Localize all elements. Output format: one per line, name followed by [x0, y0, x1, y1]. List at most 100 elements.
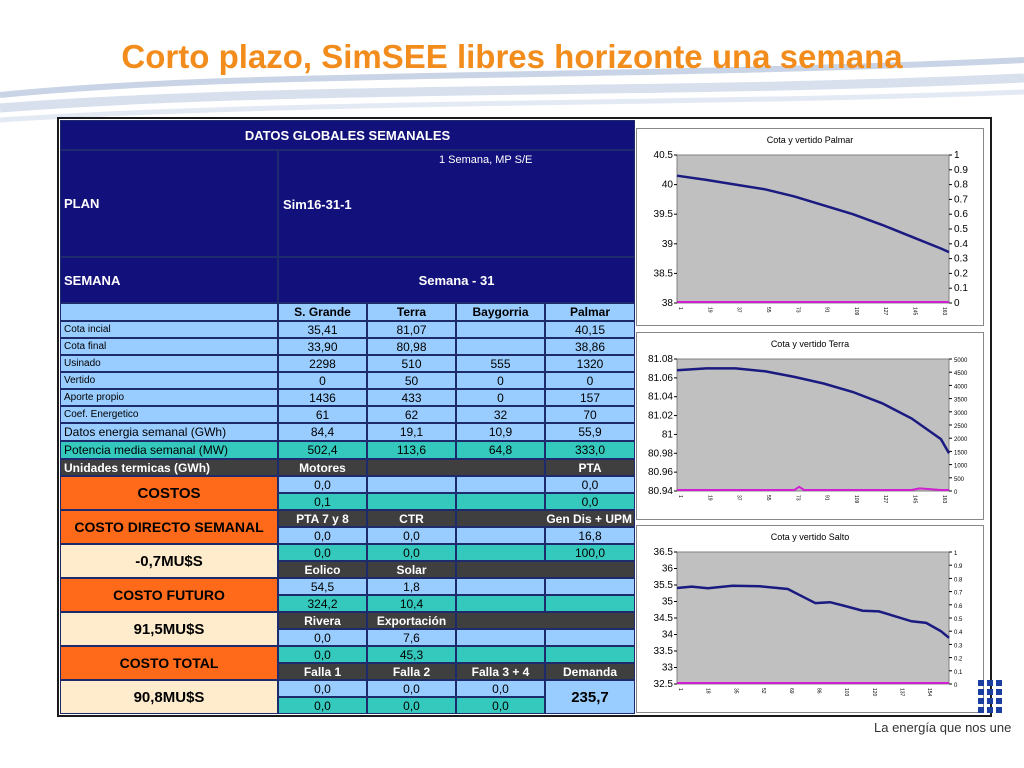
- x-tick-label: 55: [765, 307, 771, 313]
- x-tick-label: 103: [843, 688, 849, 697]
- chart-cota-salto: Cota y vertido Salto 36.5 36 35.5 35 34.5 34 33…: [636, 525, 984, 713]
- table-cell: 35,41: [278, 321, 367, 338]
- empty-cell: [545, 578, 635, 595]
- eolico-value-1: 54,5: [278, 578, 367, 595]
- empty-cell: [456, 612, 635, 629]
- y2-tick-label: 2000: [954, 437, 968, 443]
- empty-cell: [456, 544, 545, 561]
- table-cell: 113,6: [367, 441, 456, 459]
- column-header-blank: [60, 303, 278, 321]
- series-line: [676, 584, 950, 639]
- pta78-value-2: 0,0: [278, 544, 367, 561]
- table-cell: 80,98: [367, 338, 456, 355]
- empty-cell: [545, 629, 635, 646]
- ute-logo-icon: [978, 680, 1002, 714]
- falla34-value-2: 0,0: [456, 697, 545, 714]
- table-cell: 0: [456, 372, 545, 389]
- plan-label: PLAN: [60, 150, 278, 257]
- falla2-value-2: 0,0: [367, 697, 456, 714]
- y-tick-label: 81: [662, 429, 674, 440]
- y2-tick-label: 0.4: [954, 239, 968, 250]
- table-cell: 19,1: [367, 423, 456, 441]
- costo-total-value: 90,8MU$S: [60, 680, 278, 714]
- x-tick-label: 91: [824, 495, 830, 501]
- y2-tick-label: 0.7: [954, 194, 968, 205]
- y-tick-label: 80.98: [648, 448, 673, 459]
- empty-cell: [545, 646, 635, 663]
- y-tick-label: 35: [662, 597, 674, 608]
- empty-cell: [456, 646, 545, 663]
- costo-futuro-label: COSTO FUTURO: [60, 578, 278, 612]
- x-tick-label: 109: [853, 307, 859, 316]
- y2-tick-label: 0.9: [954, 165, 968, 176]
- y2-tick-label: 0: [954, 683, 958, 689]
- y2-tick-label: 0.6: [954, 604, 963, 610]
- row-label: Potencia media semanal (MW): [60, 441, 278, 459]
- background-swoosh: [0, 57, 1024, 123]
- empty-cell: [456, 578, 545, 595]
- y2-tick-label: 0.2: [954, 268, 968, 279]
- y2-tick-label: 0.4: [954, 630, 963, 636]
- table-cell: [456, 338, 545, 355]
- tagline: La energía que nos une: [874, 720, 1012, 735]
- table-cell: 10,9: [456, 423, 545, 441]
- x-tick-label: 19: [706, 307, 712, 313]
- x-tick-label: 163: [941, 307, 947, 316]
- series-line: [677, 485, 949, 491]
- x-tick-label: 127: [882, 307, 888, 316]
- exportacion-label: Exportación: [367, 612, 456, 629]
- gendis-label: Gen Dis + UPM: [456, 510, 635, 527]
- x-tick-label: 35: [732, 688, 738, 694]
- x-tick-label: 73: [794, 495, 800, 501]
- pta-label: PTA: [545, 459, 635, 476]
- falla2-value-1: 0,0: [367, 680, 456, 697]
- x-tick-label: 73: [794, 307, 800, 313]
- table-cell: 40,15: [545, 321, 635, 338]
- column-header-terra: Terra: [367, 303, 456, 321]
- solar-value-1: 1,8: [367, 578, 456, 595]
- y2-tick-label: 0.1: [954, 283, 968, 294]
- table-cell: 555: [456, 355, 545, 372]
- solar-label: Solar: [367, 561, 456, 578]
- y-tick-label: 35.5: [654, 580, 674, 591]
- y-tick-label: 40.5: [654, 150, 674, 161]
- table-cell: 38,86: [545, 338, 635, 355]
- table-cell: 70: [545, 406, 635, 423]
- y2-tick-label: 0.8: [954, 180, 968, 191]
- chart-title: Cota y vertido Salto: [771, 532, 850, 542]
- x-tick-label: 1: [677, 495, 683, 498]
- y2-tick-label: 0.3: [954, 254, 968, 265]
- chart-title: Cota y vertido Terra: [771, 339, 849, 349]
- rivera-label: Rivera: [278, 612, 367, 629]
- y2-tick-label: 1: [954, 150, 960, 161]
- y2-tick-label: 3000: [954, 411, 968, 417]
- y-tick-label: 80.96: [648, 467, 673, 478]
- ctr-label: CTR: [367, 510, 456, 527]
- rivera-value-2: 0,0: [278, 646, 367, 663]
- table-cell: 502,4: [278, 441, 367, 459]
- empty-cell: [456, 493, 545, 510]
- table-cell: [456, 321, 545, 338]
- table-cell: 0: [278, 372, 367, 389]
- chart-cota-terra: Cota y vertido Terra 81.08 81.06 81.04 81.02…: [636, 332, 984, 520]
- row-label: Vertido: [60, 372, 278, 389]
- semana-label: SEMANA: [60, 257, 278, 303]
- table-cell: 0: [545, 372, 635, 389]
- falla1-label: Falla 1: [278, 663, 367, 680]
- table-cell: 1320: [545, 355, 635, 372]
- plan-subtitle: 1 Semana, MP S/E: [439, 154, 533, 166]
- column-header-palmar: Palmar: [545, 303, 635, 321]
- costos-label: COSTOS: [60, 476, 278, 510]
- row-label: Aporte propio: [60, 389, 278, 406]
- empty-cell: [367, 493, 456, 510]
- motores-label: Motores: [278, 459, 367, 476]
- y-tick-label: 36: [662, 564, 674, 575]
- y2-tick-label: 0.9: [954, 564, 963, 570]
- table-cell: 1436: [278, 389, 367, 406]
- table-cell: 64,8: [456, 441, 545, 459]
- table-cell: 2298: [278, 355, 367, 372]
- ctr-value-2: 0,0: [367, 544, 456, 561]
- costo-total-label: COSTO TOTAL: [60, 646, 278, 680]
- y2-tick-label: 0.7: [954, 591, 963, 597]
- semana-value: Semana - 31: [278, 257, 635, 303]
